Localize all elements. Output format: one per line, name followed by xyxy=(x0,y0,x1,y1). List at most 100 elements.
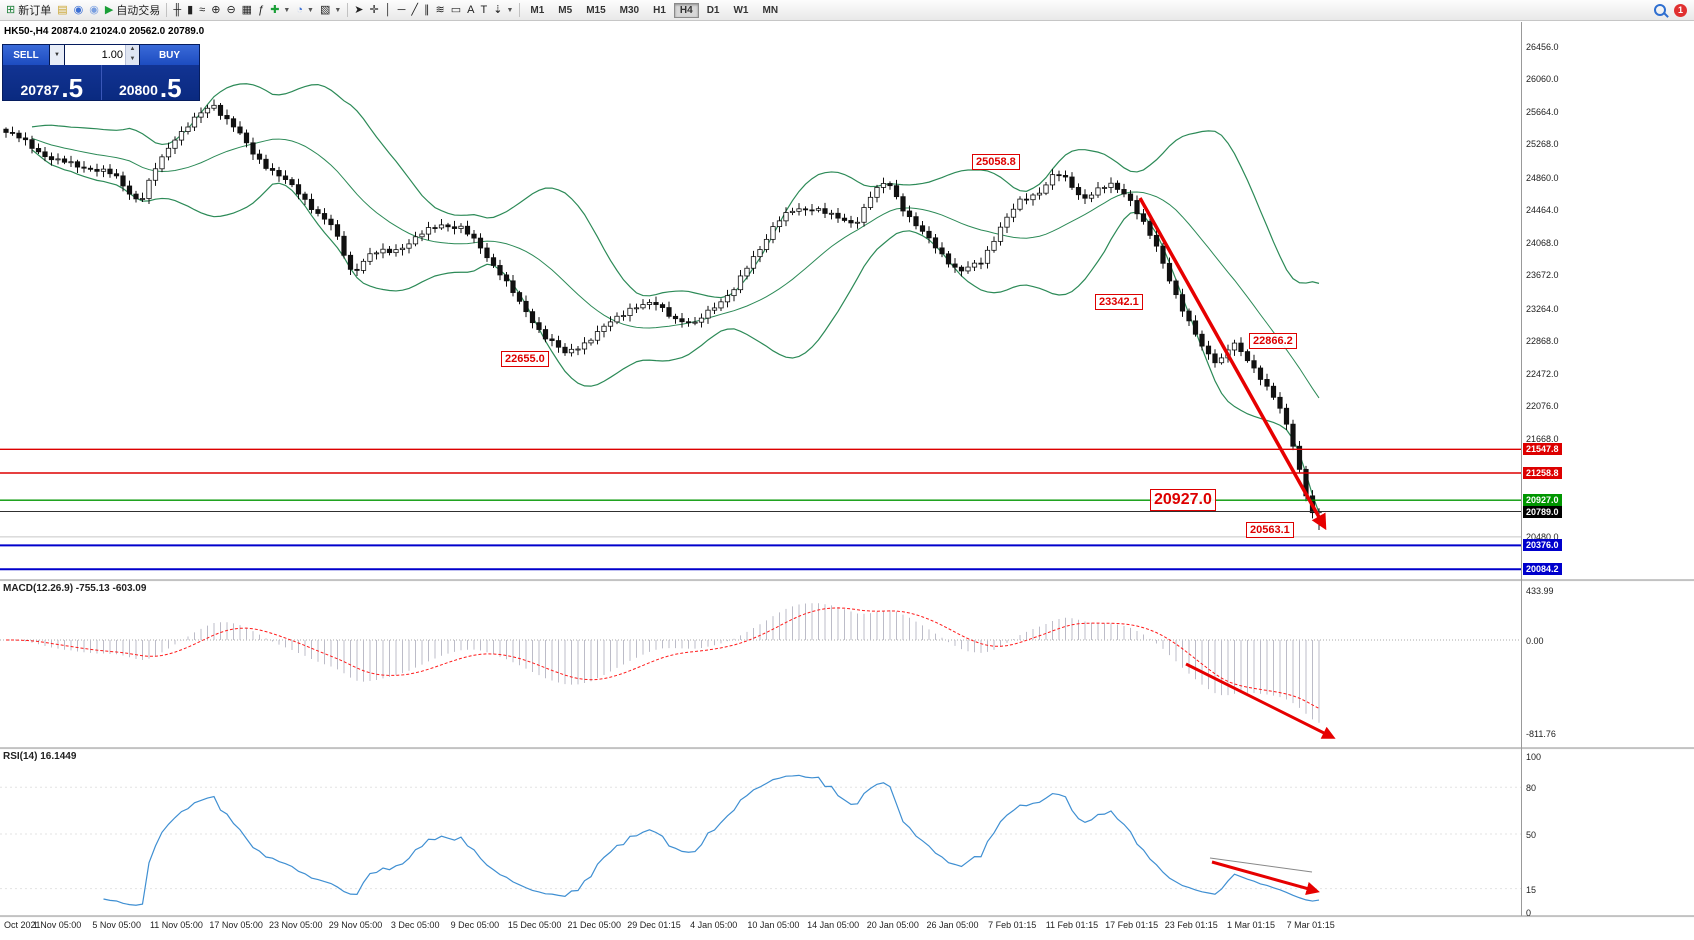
data-window-button[interactable]: ◉ xyxy=(86,3,102,17)
time-axis-label: 1 Mar 01:15 xyxy=(1226,920,1276,930)
time-axis-label: 10 Jan 05:00 xyxy=(747,920,800,930)
macd-axis-value: 433.99 xyxy=(1526,586,1554,597)
price-axis-tick: 23672.0 xyxy=(1526,270,1559,281)
auto-trading-button[interactable]: ▶ 自动交易 xyxy=(102,1,163,19)
timeframe-m5-button[interactable]: M5 xyxy=(558,5,573,16)
candlestick-button[interactable]: ▮ xyxy=(184,3,196,17)
indicator-list-icon: ƒ xyxy=(258,4,265,16)
template-button-caret-icon: ▼ xyxy=(334,6,342,14)
price-line-label: 20789.0 xyxy=(1523,505,1562,518)
tile-windows-icon: ▦ xyxy=(241,4,253,16)
price-axis-tick: 25268.0 xyxy=(1526,139,1559,150)
timeframe-mn-button[interactable]: MN xyxy=(762,5,779,16)
cursor-icon: ➤ xyxy=(354,4,364,16)
volume-input[interactable] xyxy=(65,45,125,65)
zoom-out-button[interactable]: ⊖ xyxy=(223,3,238,17)
shapes-button[interactable]: ▭ xyxy=(448,3,464,17)
sell-price[interactable]: 20787 .5 xyxy=(3,65,101,101)
auto-trading-button-label: 自动交易 xyxy=(116,5,161,17)
indicator-list-button[interactable]: ƒ xyxy=(255,3,267,17)
price-axis-tick: 26456.0 xyxy=(1526,42,1559,52)
one-click-trading-panel: SELL ▼ ▲ ▼ BUY 20787 .5 20800 .5 xyxy=(2,44,200,101)
price-line-label: 20927.0 xyxy=(1523,494,1562,507)
crosshair-button[interactable]: ✛ xyxy=(367,3,382,17)
toolbar-left-group: ⊞ 新订单 ▤ ◉ ◉ ▶ 自动交易 xyxy=(3,1,163,19)
price-axis-tick: 22076.0 xyxy=(1526,401,1559,412)
crosshair-icon: ✛ xyxy=(369,4,379,16)
bar-chart-icon: ╫ xyxy=(173,4,182,16)
bar-chart-button[interactable]: ╫ xyxy=(170,3,184,17)
timeframe-m30-button[interactable]: M30 xyxy=(619,5,640,16)
timeframe-m1-button[interactable]: M1 xyxy=(530,5,545,16)
horizontal-line-button[interactable]: ─ xyxy=(395,3,409,17)
cursor-button[interactable]: ➤ xyxy=(351,3,366,17)
template-button[interactable]: ▧ ▼ xyxy=(317,3,344,17)
fibonacci-button[interactable]: ≋ xyxy=(433,3,448,17)
rsi-axis-value: 15 xyxy=(1526,884,1537,895)
price-annotation: 20563.1 xyxy=(1246,522,1294,539)
price-axis-tick: 25664.0 xyxy=(1526,106,1559,117)
price-annotation: 20927.0 xyxy=(1150,489,1216,512)
period-button[interactable]: ◔ ▼ xyxy=(293,3,317,17)
price-axis-tick: 20480.0 xyxy=(1526,531,1559,542)
price-annotation: 22866.2 xyxy=(1249,333,1297,350)
vertical-line-button[interactable]: │ xyxy=(382,3,395,17)
sell-price-main: 20787 xyxy=(20,81,60,98)
market-watch-button[interactable]: ◉ xyxy=(71,3,87,17)
volume-stepper-up[interactable]: ▲ xyxy=(125,45,139,55)
horizontal-line-icon: ─ xyxy=(397,4,406,16)
toolbar-separator xyxy=(347,3,349,17)
line-chart-button[interactable]: ≈ xyxy=(196,3,208,17)
timeframe-h4-button[interactable]: H4 xyxy=(673,3,699,18)
buy-button[interactable]: BUY xyxy=(139,45,199,65)
add-indicator-button[interactable]: ✚ ▼ xyxy=(267,3,293,17)
price-line-label: 20376.0 xyxy=(1523,539,1562,552)
price-annotation: 22655.0 xyxy=(501,350,549,367)
text-label-button[interactable]: T xyxy=(477,3,490,17)
time-axis-label: 14 Jan 05:00 xyxy=(807,920,860,930)
tile-windows-button[interactable]: ▦ xyxy=(239,3,255,17)
timeframe-group: M1 M5 M15 M30 H1 H4 D1 W1 MN xyxy=(523,3,785,18)
timeframe-m15-button[interactable]: M15 xyxy=(586,5,606,16)
template-icon: ▧ xyxy=(319,4,331,16)
time-axis-label: 7 Mar 01:15 xyxy=(1286,920,1335,930)
time-axis-label: 15 Dec 05:00 xyxy=(507,920,562,930)
equidistant-channel-icon: ∥ xyxy=(424,4,430,16)
candlestick-icon: ▮ xyxy=(187,4,194,16)
time-axis-label: 11 Nov 05:00 xyxy=(149,920,203,930)
volume-dropdown-button[interactable]: ▼ xyxy=(50,45,65,65)
equidistant-channel-button[interactable]: ∥ xyxy=(421,3,433,17)
text-button[interactable]: A xyxy=(464,3,477,17)
timeframe-d1-button[interactable]: D1 xyxy=(706,5,720,16)
price-axis-tick: 22472.0 xyxy=(1526,368,1559,379)
toolbar: ⊞ 新订单 ▤ ◉ ◉ ▶ 自动交易 ╫ ▮ ≈ ⊕ ⊖ ▦ ƒ ✚ ▼ ◔ ▼ ▧ ▼ ➤ ✛ │ ─ ╱ ∥ ≋ ▭ A T ⇣ ▼ … xyxy=(0,0,1694,21)
time-axis-label: 7 Feb 01:15 xyxy=(988,920,1037,930)
time-axis-label: 20 Jan 05:00 xyxy=(866,920,919,930)
notification-badge[interactable]: 1 xyxy=(1674,3,1687,17)
trendline-icon: ╱ xyxy=(411,4,419,16)
time-axis-label: Oct 2021 xyxy=(4,920,41,930)
time-axis-label: 23 Feb 01:15 xyxy=(1164,920,1218,930)
timeframe-w1-button[interactable]: W1 xyxy=(733,5,749,16)
time-axis-label: 29 Dec 01:15 xyxy=(627,920,681,930)
timeframe-h1-button[interactable]: H1 xyxy=(653,5,666,16)
trendline-button[interactable]: ╱ xyxy=(408,3,421,17)
toolbar-chart-group: ╫ ▮ ≈ ⊕ ⊖ ▦ ƒ ✚ ▼ ◔ ▼ ▧ ▼ xyxy=(170,3,344,17)
volume-stepper-down[interactable]: ▼ xyxy=(125,55,139,65)
buy-price-main: 20800 xyxy=(118,81,158,98)
time-axis-label: 11 Feb 01:15 xyxy=(1045,920,1099,930)
time-axis-label: 21 Dec 05:00 xyxy=(567,920,622,930)
macd-axis-value: -811.76 xyxy=(1526,729,1556,740)
shapes-icon: ▭ xyxy=(450,4,462,16)
new-order-button[interactable]: ⊞ 新订单 xyxy=(3,1,54,19)
buy-price[interactable]: 20800 .5 xyxy=(102,65,200,101)
symbol-info: HK50-,H4 20874.0 21024.0 20562.0 20789.0 xyxy=(4,26,205,37)
line-chart-icon: ≈ xyxy=(199,4,206,16)
sell-button[interactable]: SELL xyxy=(3,45,50,65)
zoom-in-button[interactable]: ⊕ xyxy=(208,3,223,17)
search-icon[interactable] xyxy=(1654,4,1666,16)
charts-list-button[interactable]: ▤ xyxy=(54,3,70,17)
price-line-label: 20084.2 xyxy=(1523,563,1562,576)
arrows-button[interactable]: ⇣ ▼ xyxy=(490,3,516,17)
